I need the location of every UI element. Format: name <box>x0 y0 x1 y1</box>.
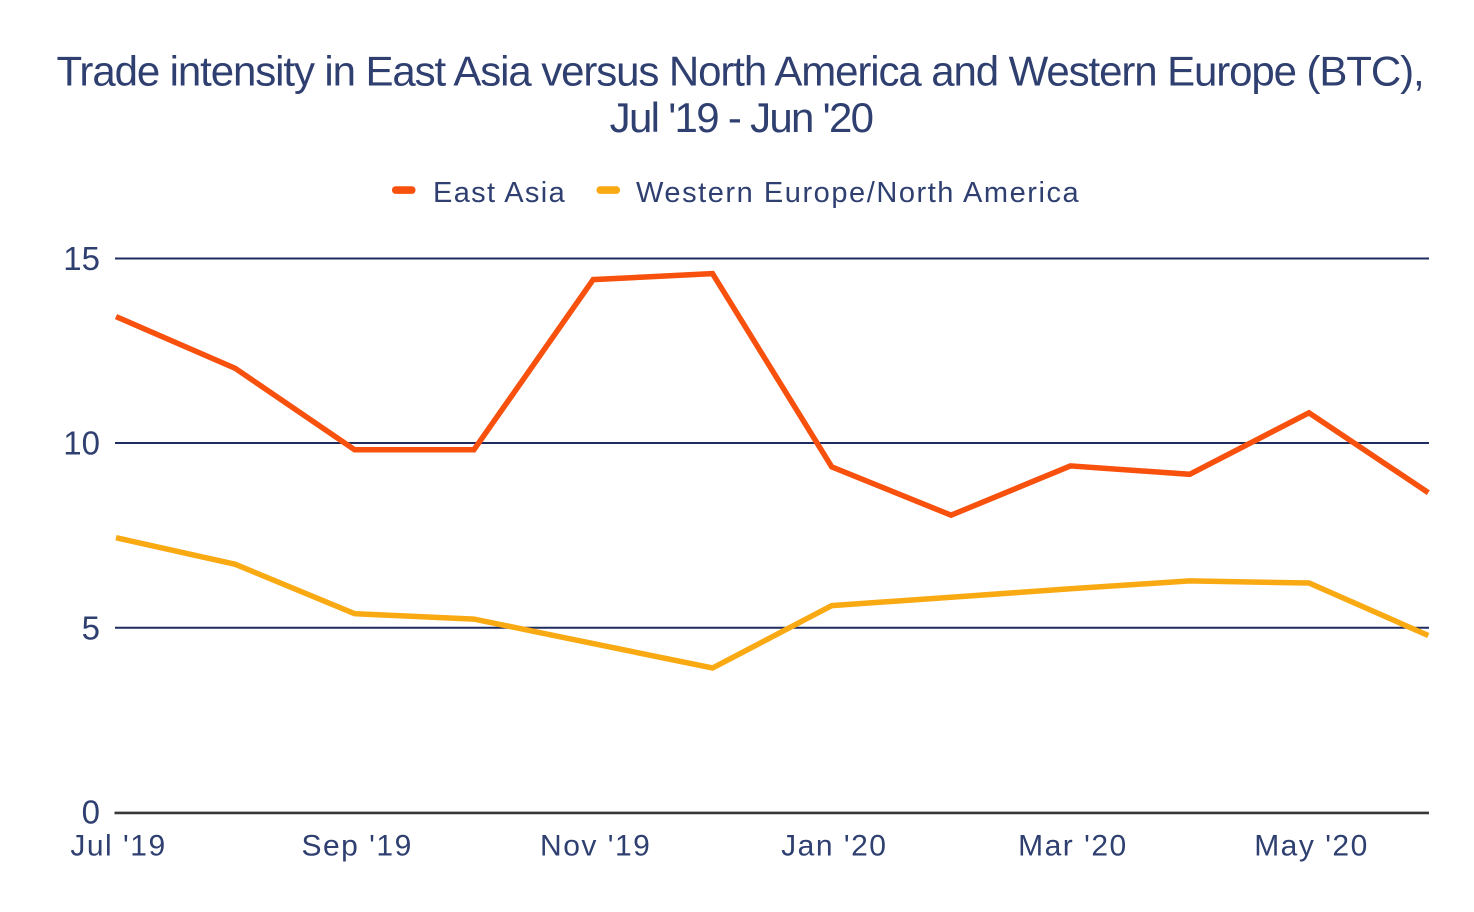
svg-text:Jul '19: Jul '19 <box>70 830 166 863</box>
svg-text:Sep '19: Sep '19 <box>301 830 412 863</box>
svg-text:May '20: May '20 <box>1254 830 1369 863</box>
svg-text:Trade intensity in East Asia v: Trade intensity in East Asia versus Nort… <box>56 48 1423 95</box>
svg-text:Nov '19: Nov '19 <box>540 830 651 863</box>
svg-text:0: 0 <box>82 794 100 831</box>
svg-text:East Asia: East Asia <box>433 177 566 209</box>
svg-text:Jul '19 - Jun '20: Jul '19 - Jun '20 <box>610 94 873 141</box>
svg-text:Mar '20: Mar '20 <box>1018 830 1128 863</box>
svg-text:Jan '20: Jan '20 <box>781 830 887 863</box>
svg-text:15: 15 <box>63 240 100 277</box>
svg-text:Western Europe/North America: Western Europe/North America <box>636 177 1080 209</box>
svg-text:10: 10 <box>63 425 100 462</box>
svg-text:5: 5 <box>82 609 100 646</box>
